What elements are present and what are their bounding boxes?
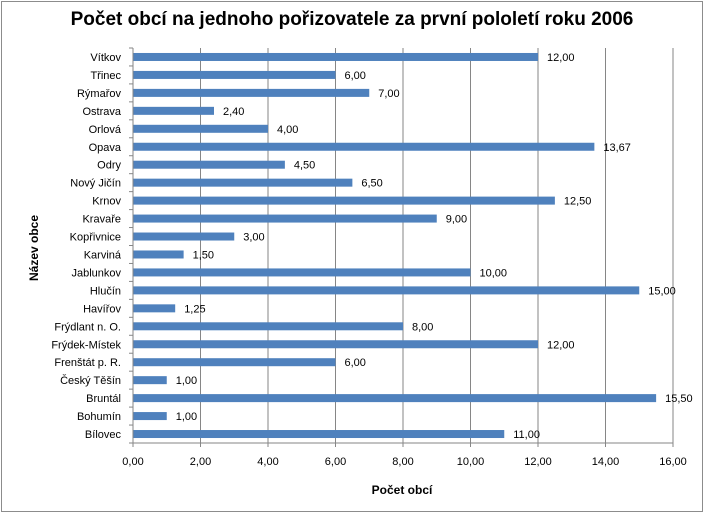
- bar: [133, 142, 595, 151]
- data-label: 12,00: [547, 52, 575, 64]
- bar: [133, 178, 353, 187]
- data-label: 12,00: [547, 339, 575, 351]
- data-label: 6,00: [345, 357, 366, 369]
- bar: [133, 160, 285, 169]
- category-label: Rýmařov: [77, 88, 122, 100]
- category-label: Nový Jičín: [70, 178, 121, 190]
- data-label: 2,40: [223, 106, 244, 118]
- labels: 0,00 2,00 4,00 6,00 8,00 10,00 12,00 14,00 16,00…: [51, 52, 692, 468]
- gridlines: [200, 48, 674, 443]
- x-tick-label: 16,00: [659, 456, 687, 468]
- category-label: Odry: [97, 160, 121, 172]
- data-label: 6,50: [361, 178, 382, 190]
- bar: [133, 232, 235, 241]
- category-label: Třinec: [90, 70, 121, 82]
- category-label: Ostrava: [82, 106, 121, 118]
- category-label: Frýdlant n. O.: [54, 321, 121, 333]
- data-label: 8,00: [412, 321, 433, 333]
- data-label: 9,00: [446, 214, 467, 226]
- bar: [133, 88, 370, 97]
- category-label: Frenštát p. R.: [54, 357, 121, 369]
- bar: [133, 430, 505, 439]
- x-tick-label: 14,00: [592, 456, 620, 468]
- data-label: 11,00: [513, 429, 540, 441]
- bar: [133, 124, 268, 133]
- category-label: Havířov: [83, 303, 121, 315]
- category-label: Bruntál: [86, 393, 121, 405]
- category-label: Orlová: [89, 124, 122, 136]
- axes: [129, 47, 674, 447]
- bar: [133, 394, 657, 403]
- category-label: Vítkov: [90, 52, 121, 64]
- bars: [133, 52, 657, 439]
- data-label: 10,00: [480, 267, 508, 279]
- data-label: 1,00: [176, 375, 197, 387]
- category-label: Bílovec: [85, 429, 122, 441]
- data-label: 15,00: [648, 285, 676, 297]
- data-label: 6,00: [345, 70, 366, 82]
- category-label: Kopřivnice: [70, 232, 121, 244]
- data-label: 12,50: [564, 196, 592, 208]
- category-label: Jablunkov: [71, 267, 121, 279]
- bar: [133, 106, 214, 115]
- data-label: 15,50: [665, 393, 693, 405]
- x-tick-label: 4,00: [257, 456, 278, 468]
- data-label: 7,00: [378, 88, 399, 100]
- chart-title: Počet obcí na jednoho pořizovatele za pr…: [70, 9, 634, 30]
- category-label: Frýdek-Místek: [51, 339, 121, 351]
- bar: [133, 376, 167, 385]
- bar: [133, 52, 538, 61]
- category-label: Krnov: [92, 196, 121, 208]
- category-label: Opava: [89, 142, 122, 154]
- x-tick-label: 2,00: [190, 456, 211, 468]
- data-label: 4,00: [277, 124, 298, 136]
- bar: [133, 340, 538, 349]
- bar: [133, 268, 471, 277]
- x-tick-label: 0,00: [122, 456, 143, 468]
- x-tick-label: 6,00: [325, 456, 346, 468]
- data-label: 4,50: [294, 160, 315, 172]
- y-axis-title: Název obce: [27, 215, 41, 281]
- x-axis-title: Počet obcí: [372, 483, 433, 497]
- data-label: 1,25: [184, 303, 205, 315]
- category-label: Český Těšín: [60, 374, 121, 387]
- x-tick-label: 12,00: [524, 456, 552, 468]
- category-label: Bohumín: [77, 411, 121, 423]
- category-label: Hlučín: [90, 285, 121, 297]
- category-label: Kravaře: [82, 214, 121, 226]
- bar: [133, 214, 437, 223]
- data-label: 1,00: [176, 411, 197, 423]
- data-label: 3,00: [243, 232, 264, 244]
- x-tick-label: 8,00: [392, 456, 413, 468]
- bar: [133, 250, 184, 259]
- bar: [133, 196, 555, 205]
- bar: [133, 412, 167, 421]
- bar: [133, 322, 403, 331]
- bar: [133, 304, 176, 313]
- bar: [133, 286, 640, 295]
- data-label: 13,67: [603, 142, 631, 154]
- bar: [133, 358, 336, 367]
- x-tick-label: 10,00: [457, 456, 485, 468]
- category-label: Karviná: [84, 249, 122, 261]
- bar: [133, 70, 336, 79]
- data-label: 1,50: [193, 249, 214, 261]
